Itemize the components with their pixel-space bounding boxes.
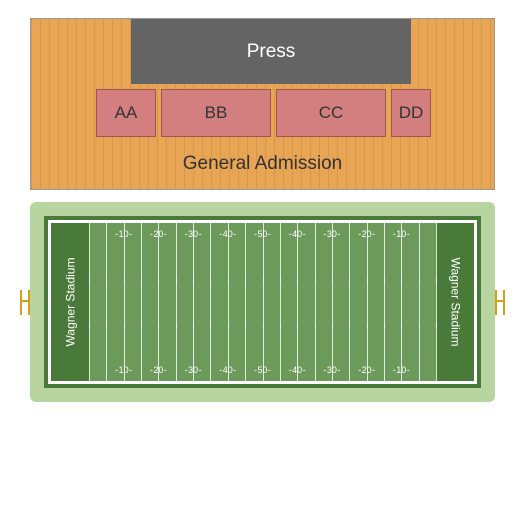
yard-line [315, 223, 316, 381]
general-admission-label: General Admission [183, 153, 342, 174]
yard-line [89, 223, 90, 381]
stadium-seating-chart: Press AA BB CC DD General Admission Wagn… [0, 0, 525, 525]
section-dd-label: DD [399, 103, 424, 123]
yard-line [210, 223, 211, 381]
endzone-left-label: Wagner Stadium [63, 258, 77, 347]
yard-number-bottom: -40- [216, 365, 240, 375]
yard-line [245, 223, 246, 381]
yard-line [384, 223, 385, 381]
yard-number-bottom: -20- [146, 365, 170, 375]
yard-line [332, 223, 333, 381]
press-label: Press [247, 41, 296, 63]
yard-line [349, 223, 350, 381]
yard-line [124, 223, 125, 381]
field-container: Wagner Stadium Wagner Stadium -10- -10- -2… [30, 202, 495, 402]
yard-line [419, 223, 420, 381]
goalpost-left-icon [20, 290, 30, 315]
yard-line [280, 223, 281, 381]
yard-number-bottom: -30- [320, 365, 344, 375]
yard-number-bottom: -40- [285, 365, 309, 375]
yard-number-top: -40- [216, 229, 240, 239]
yard-number-top: -30- [320, 229, 344, 239]
yard-number-top: -20- [146, 229, 170, 239]
section-dd[interactable]: DD [391, 89, 431, 137]
yard-number-top: -10- [389, 229, 413, 239]
yard-number-top: -40- [285, 229, 309, 239]
seating-area: Press AA BB CC DD General Admission [30, 18, 495, 190]
yard-line [436, 223, 437, 381]
yard-number-top: -20- [355, 229, 379, 239]
yard-number-bottom: -30- [181, 365, 205, 375]
yard-line [297, 223, 298, 381]
yard-number-bottom: -50- [251, 365, 275, 375]
general-admission[interactable]: General Admission [31, 139, 494, 175]
yard-line [401, 223, 402, 381]
endzone-left: Wagner Stadium [51, 223, 89, 381]
section-bb-label: BB [205, 103, 228, 123]
section-aa[interactable]: AA [96, 89, 156, 137]
yard-line [141, 223, 142, 381]
yard-line [367, 223, 368, 381]
yard-line [158, 223, 159, 381]
yard-line [106, 223, 107, 381]
section-cc[interactable]: CC [276, 89, 386, 137]
endzone-right: Wagner Stadium [436, 223, 474, 381]
football-field: Wagner Stadium Wagner Stadium -10- -10- -2… [48, 220, 477, 384]
yard-number-top: -30- [181, 229, 205, 239]
yard-number-bottom: -10- [112, 365, 136, 375]
section-bb[interactable]: BB [161, 89, 271, 137]
yard-number-top: -50- [251, 229, 275, 239]
section-aa-label: AA [115, 103, 138, 123]
yard-number-top: -10- [112, 229, 136, 239]
press-box[interactable]: Press [131, 19, 411, 84]
goalpost-right-icon [495, 290, 505, 315]
section-cc-label: CC [319, 103, 344, 123]
yard-number-bottom: -20- [355, 365, 379, 375]
yard-line [193, 223, 194, 381]
yard-line [228, 223, 229, 381]
yard-lines: -10- -10- -20- -20- -30- -30- -40- -40- -50- -50-… [89, 223, 436, 381]
yard-number-bottom: -10- [389, 365, 413, 375]
endzone-right-label: Wagner Stadium [448, 258, 462, 347]
yard-line [263, 223, 264, 381]
yard-line [176, 223, 177, 381]
